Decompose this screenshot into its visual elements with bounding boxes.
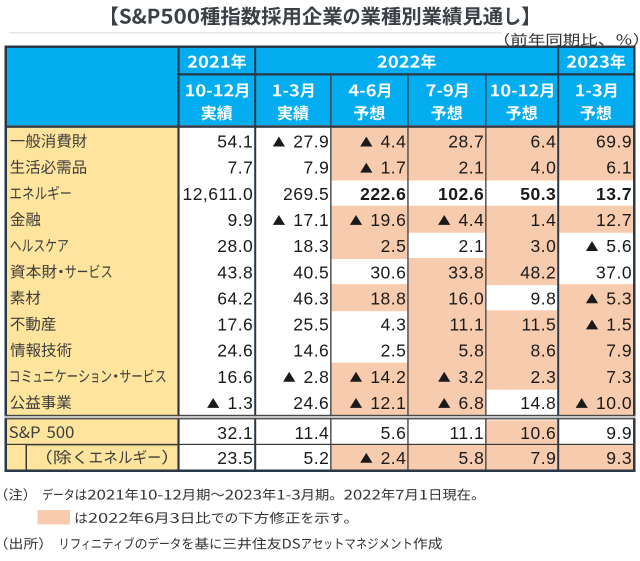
svg-text:2.3: 2.3 xyxy=(530,367,556,387)
svg-text:7.7: 7.7 xyxy=(227,158,253,178)
svg-text:11.4: 11.4 xyxy=(295,423,330,443)
svg-text:6.4: 6.4 xyxy=(530,132,556,152)
svg-text:16.6: 16.6 xyxy=(217,367,253,387)
svg-text:2.5: 2.5 xyxy=(381,236,407,256)
svg-text:222.6: 222.6 xyxy=(360,184,406,204)
svg-text:40.5: 40.5 xyxy=(293,262,329,282)
svg-text:4.4: 4.4 xyxy=(381,132,407,152)
svg-text:37.0: 37.0 xyxy=(596,262,632,282)
svg-text:3.2: 3.2 xyxy=(458,367,484,387)
svg-text:11.5: 11.5 xyxy=(522,315,557,335)
svg-text:18.3: 18.3 xyxy=(293,236,329,256)
svg-text:5.6: 5.6 xyxy=(381,423,407,443)
svg-text:1.5: 1.5 xyxy=(606,315,632,335)
svg-text:3.0: 3.0 xyxy=(530,236,556,256)
svg-text:10.0: 10.0 xyxy=(596,393,632,413)
svg-text:54.1: 54.1 xyxy=(217,132,253,152)
svg-text:14.8: 14.8 xyxy=(520,393,556,413)
svg-text:16.0: 16.0 xyxy=(448,288,484,308)
svg-text:17.1: 17.1 xyxy=(293,210,329,230)
svg-text:5.8: 5.8 xyxy=(458,448,484,468)
svg-text:9.9: 9.9 xyxy=(606,423,632,443)
svg-text:4.3: 4.3 xyxy=(381,315,407,335)
svg-text:4.0: 4.0 xyxy=(530,158,556,178)
svg-text:8.6: 8.6 xyxy=(530,341,556,361)
svg-text:102.6: 102.6 xyxy=(438,184,484,204)
svg-text:2.5: 2.5 xyxy=(381,341,407,361)
svg-text:12.1: 12.1 xyxy=(370,393,406,413)
svg-text:24.6: 24.6 xyxy=(293,393,329,413)
svg-text:32.1: 32.1 xyxy=(217,423,253,443)
svg-text:64.2: 64.2 xyxy=(217,288,253,308)
svg-text:2.8: 2.8 xyxy=(303,367,329,387)
svg-text:7.9: 7.9 xyxy=(303,158,329,178)
svg-text:30.6: 30.6 xyxy=(370,262,406,282)
svg-text:18.8: 18.8 xyxy=(370,288,406,308)
svg-text:2.1: 2.1 xyxy=(458,158,484,178)
svg-text:9.9: 9.9 xyxy=(227,210,253,230)
svg-text:9.8: 9.8 xyxy=(530,288,556,308)
svg-text:2.4: 2.4 xyxy=(381,448,407,468)
svg-text:1.3: 1.3 xyxy=(227,393,253,413)
svg-text:27.9: 27.9 xyxy=(293,132,329,152)
svg-text:7.9: 7.9 xyxy=(530,448,556,468)
svg-text:1.4: 1.4 xyxy=(530,210,556,230)
svg-text:5.2: 5.2 xyxy=(303,448,329,468)
svg-text:28.0: 28.0 xyxy=(217,236,253,256)
svg-text:269.5: 269.5 xyxy=(283,184,329,204)
svg-text:9.3: 9.3 xyxy=(606,448,632,468)
svg-text:7.9: 7.9 xyxy=(606,341,632,361)
svg-text:50.3: 50.3 xyxy=(520,184,556,204)
svg-text:14.6: 14.6 xyxy=(293,341,329,361)
svg-text:1.7: 1.7 xyxy=(381,158,407,178)
svg-text:46.3: 46.3 xyxy=(293,288,329,308)
svg-text:11.1: 11.1 xyxy=(450,423,485,443)
svg-text:5.6: 5.6 xyxy=(606,236,632,256)
svg-text:69.9: 69.9 xyxy=(596,132,632,152)
svg-text:17.6: 17.6 xyxy=(217,315,253,335)
svg-text:33.8: 33.8 xyxy=(448,262,484,282)
svg-text:4.4: 4.4 xyxy=(458,210,484,230)
svg-text:13.7: 13.7 xyxy=(596,184,632,204)
svg-text:43.8: 43.8 xyxy=(217,262,253,282)
svg-text:28.7: 28.7 xyxy=(448,132,484,152)
svg-text:6.8: 6.8 xyxy=(458,393,484,413)
svg-text:12.7: 12.7 xyxy=(596,210,632,230)
svg-text:2.1: 2.1 xyxy=(458,236,484,256)
svg-text:23.5: 23.5 xyxy=(217,448,253,468)
svg-text:12,611.0: 12,611.0 xyxy=(182,184,253,204)
svg-text:11.1: 11.1 xyxy=(450,315,485,335)
svg-text:5.3: 5.3 xyxy=(606,288,632,308)
svg-text:14.2: 14.2 xyxy=(370,367,406,387)
svg-text:5.8: 5.8 xyxy=(458,341,484,361)
svg-text:6.1: 6.1 xyxy=(606,158,632,178)
svg-text:25.5: 25.5 xyxy=(293,315,329,335)
svg-text:7.3: 7.3 xyxy=(606,367,632,387)
svg-text:10.6: 10.6 xyxy=(520,423,556,443)
svg-text:48.2: 48.2 xyxy=(520,262,556,282)
svg-text:24.6: 24.6 xyxy=(217,341,253,361)
svg-text:19.6: 19.6 xyxy=(370,210,406,230)
